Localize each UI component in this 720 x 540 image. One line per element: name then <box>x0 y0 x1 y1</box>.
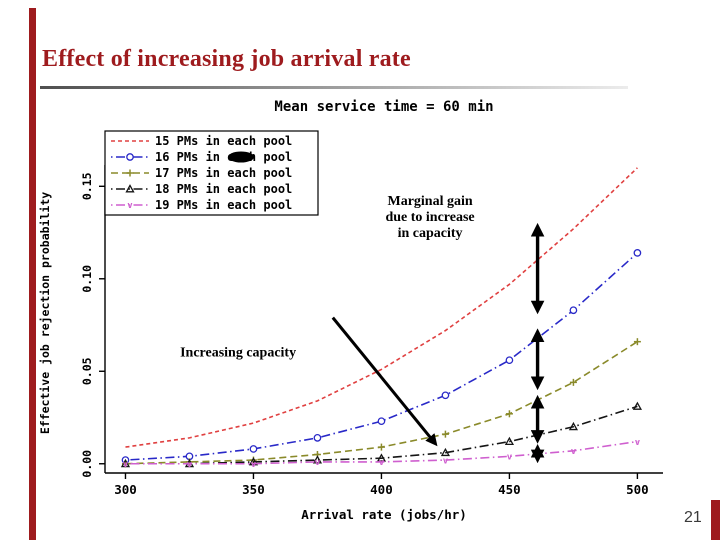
marginal-gain-label: in capacity <box>398 226 463 241</box>
legend-label: 15 PMs in each pool <box>155 134 292 148</box>
series-line-0 <box>125 167 638 448</box>
x-tick-label: 300 <box>114 482 137 497</box>
chart-svg: 300 350 400 450 500 0.00 0.05 0.10 0.15 Mean serv… <box>38 99 663 522</box>
x-tick-label: 350 <box>242 482 265 497</box>
series-marker: v <box>571 447 577 457</box>
page-number: 21 <box>684 509 702 526</box>
legend-artifact-blob <box>228 151 254 163</box>
bottom-right-accent-bar <box>711 500 720 540</box>
series-marker <box>632 401 643 410</box>
series-marker <box>504 436 515 446</box>
series-marker <box>633 249 642 257</box>
legend-label: 19 PMs in each pool <box>155 198 292 212</box>
series-marker <box>248 457 259 466</box>
series-marker: v <box>315 458 321 468</box>
series-line-3 <box>125 405 638 465</box>
marginal-gain-label: due to increase <box>385 210 474 225</box>
marginal-gain-label: Marginal gain <box>387 194 472 209</box>
series-marker <box>569 306 578 315</box>
series-marker <box>376 453 387 462</box>
title-underline <box>40 86 628 89</box>
series-line-1 <box>125 252 638 461</box>
increasing-capacity-label: Increasing capacity <box>180 345 296 360</box>
y-tick-label: 0.00 <box>80 450 94 478</box>
series-marker <box>441 391 450 400</box>
legend-label: 18 PMs in each pool <box>155 182 292 196</box>
series-line-4 <box>125 440 638 465</box>
series-marker <box>312 455 323 464</box>
series-marker: v <box>123 460 129 470</box>
series-marker <box>126 153 134 161</box>
series-marker <box>313 434 322 442</box>
legend-label: 17 PMs in each pool <box>155 166 292 180</box>
series-marker: v <box>635 438 641 448</box>
x-tick-label: 500 <box>626 482 649 497</box>
series-marker <box>440 447 451 457</box>
y-tick-label: 0.10 <box>80 265 94 293</box>
series-marker: v <box>127 201 133 211</box>
x-tick-label: 450 <box>498 482 521 497</box>
x-axis-label: Arrival rate (jobs/hr) <box>301 507 467 522</box>
series-marker <box>120 458 131 468</box>
series-marker: v <box>379 458 385 468</box>
chart: 300 350 400 450 500 0.00 0.05 0.10 0.15 Mean serv… <box>35 95 685 530</box>
legend-box <box>104 130 319 216</box>
legend-label: 16 PMs in each pool <box>155 150 292 164</box>
y-tick-label: 0.05 <box>80 357 94 385</box>
x-tick-label: 400 <box>370 482 393 497</box>
series-marker <box>505 356 514 365</box>
chart-title: Mean service time = 60 min <box>274 99 493 115</box>
series-marker: v <box>187 460 193 470</box>
left-accent-bar <box>29 8 36 540</box>
series-marker: v <box>251 460 257 470</box>
series-marker <box>377 417 386 426</box>
series-marker <box>568 421 579 431</box>
y-axis-label: Effective job rejection probability <box>38 192 52 434</box>
series-marker <box>249 445 258 453</box>
slide-title: Effect of increasing job arrival rate <box>42 46 411 72</box>
series-marker: v <box>507 453 513 463</box>
y-tick-label: 0.15 <box>80 172 94 200</box>
increasing-capacity-arrow <box>331 316 438 447</box>
series-marker <box>125 184 135 193</box>
series-marker: v <box>443 456 449 466</box>
